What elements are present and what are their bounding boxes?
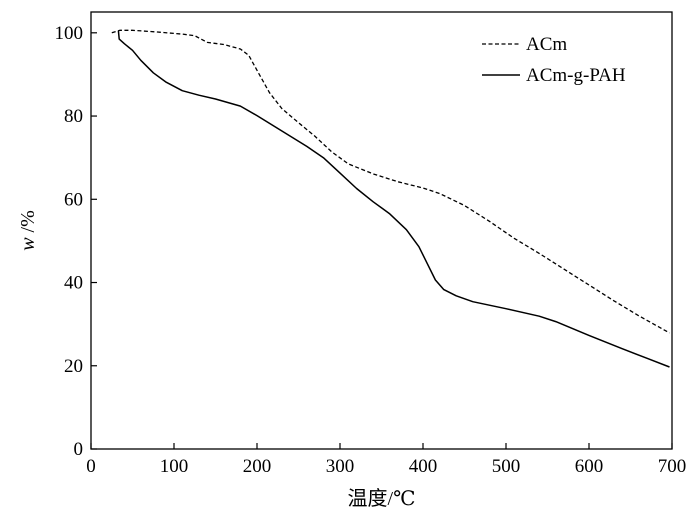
y-axis: 0 20 40 60 80 100 <box>55 23 97 460</box>
y-tick-label: 0 <box>74 439 84 460</box>
x-tick-label: 100 <box>160 456 189 477</box>
x-tick-label: 300 <box>326 456 355 477</box>
x-tick-label: 600 <box>575 456 604 477</box>
series-layer <box>111 29 670 368</box>
legend: ACm ACm-g-PAH <box>482 34 626 86</box>
y-tick-label: 60 <box>64 189 83 210</box>
y-axis-title-unit: /% <box>17 210 39 237</box>
plot-area <box>90 11 673 450</box>
x-tick-label: 0 <box>86 456 96 477</box>
y-tick-label: 40 <box>64 273 83 294</box>
y-axis-title: w /% <box>17 210 39 251</box>
series-line-acm <box>111 29 670 334</box>
x-axis-title: 温度/℃ <box>348 487 416 510</box>
y-axis-title-symbol: w <box>17 237 39 251</box>
x-tick-label: 500 <box>492 456 521 477</box>
x-axis: 0 100 200 300 400 500 600 700 <box>86 443 686 477</box>
x-tick-label: 700 <box>658 456 687 477</box>
series-line-acm-g-pah <box>117 30 670 368</box>
y-tick-label: 20 <box>64 356 83 377</box>
legend-label: ACm <box>526 34 567 55</box>
y-tick-label: 100 <box>55 23 84 44</box>
y-tick-label: 80 <box>64 106 83 127</box>
x-tick-label: 400 <box>409 456 438 477</box>
x-tick-label: 200 <box>243 456 272 477</box>
plot-frame <box>90 11 673 450</box>
legend-label: ACm-g-PAH <box>526 65 626 86</box>
